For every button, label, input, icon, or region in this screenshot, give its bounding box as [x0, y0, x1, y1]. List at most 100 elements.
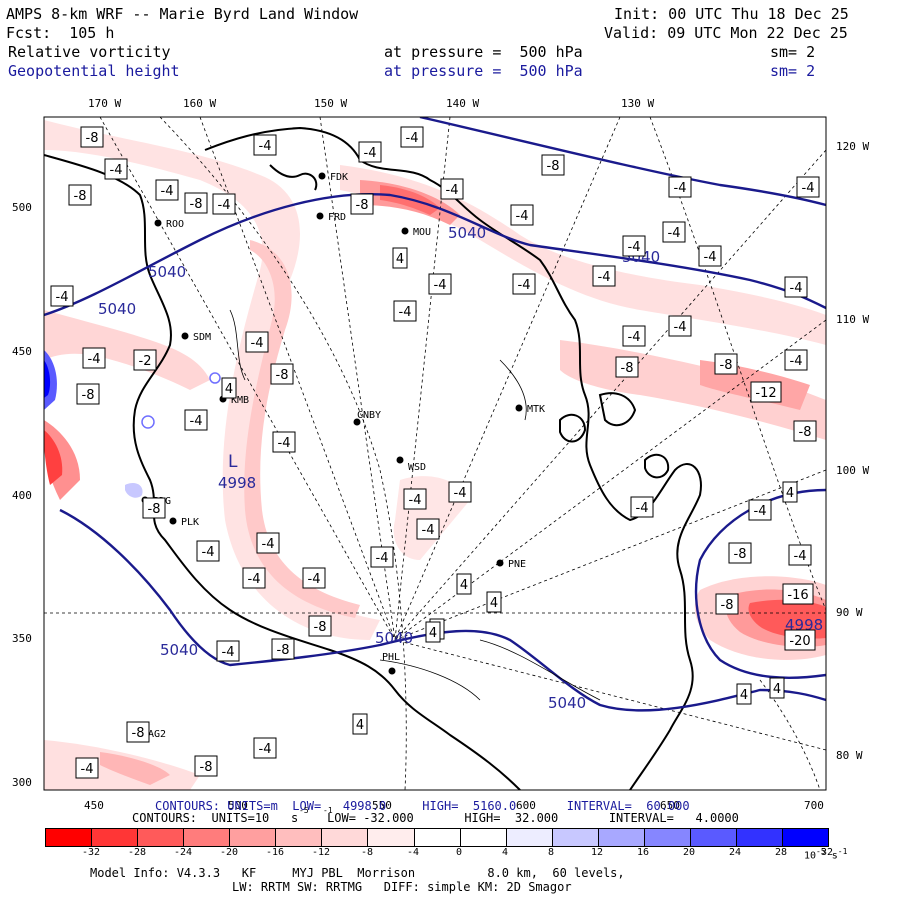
- svg-text:-4: -4: [802, 181, 815, 196]
- svg-text:4: 4: [490, 596, 498, 611]
- svg-text:-4: -4: [674, 181, 687, 196]
- height-label: 5040: [160, 641, 198, 659]
- vorticity-label: 4: [769, 677, 785, 699]
- svg-text:-4: -4: [278, 436, 291, 451]
- colorbar-tick: -4: [406, 847, 420, 858]
- vorticity-label: -8: [308, 615, 332, 637]
- valid-time: Valid: 09 UTC Mon 22 Dec 25: [604, 24, 848, 42]
- svg-text:-4: -4: [790, 354, 803, 369]
- vorticity-label: 4: [425, 621, 441, 643]
- top-lon-label: 140 W: [446, 97, 480, 110]
- colorbar-tick: 32: [820, 847, 834, 858]
- svg-text:FRD: FRD: [328, 212, 346, 223]
- svg-text:-4: -4: [56, 290, 69, 305]
- svg-text:-8: -8: [148, 502, 161, 517]
- svg-text:-4: -4: [518, 278, 531, 293]
- x-axis-label: 500: [228, 799, 248, 812]
- station-cnby: CNBY: [353, 410, 381, 426]
- svg-text:-8: -8: [200, 760, 213, 775]
- svg-text:-4: -4: [218, 198, 231, 213]
- vorticity-label: -4: [253, 737, 277, 759]
- svg-text:KMB: KMB: [231, 395, 249, 406]
- svg-text:-8: -8: [277, 643, 290, 658]
- svg-text:-8: -8: [799, 425, 812, 440]
- right-lon-label: 110 W: [836, 313, 870, 326]
- height-contour-info: CONTOURS: UNITS=m LOW= 4998.0 HIGH= 5160…: [155, 799, 690, 813]
- svg-text:-4: -4: [598, 270, 611, 285]
- vorticity-label: -4: [253, 134, 277, 156]
- svg-text:4: 4: [740, 688, 748, 703]
- x-axis-label: 550: [372, 799, 392, 812]
- colorbar-segment: [552, 829, 599, 846]
- model-info-line2: LW: RRTM SW: RRTMG DIFF: simple KM: 2D S…: [232, 880, 572, 894]
- svg-text:-4: -4: [516, 209, 529, 224]
- vorticity-label: -4: [196, 540, 220, 562]
- forecast-hour: Fcst: 105 h: [6, 24, 115, 42]
- svg-text:-4: -4: [434, 278, 447, 293]
- colorbar-segment: [690, 829, 737, 846]
- vorticity-label: -8: [194, 755, 218, 777]
- top-lon-label: 150 W: [314, 97, 348, 110]
- vorticity-label: -4: [630, 496, 654, 518]
- colorbar-segment: [230, 829, 277, 846]
- vorticity-label: -4: [668, 176, 692, 198]
- vorticity-label: -4: [510, 204, 534, 226]
- colorbar-segment: [506, 829, 553, 846]
- vorticity-label: -16: [782, 583, 814, 605]
- svg-text:-8: -8: [621, 361, 634, 376]
- svg-text:-4: -4: [790, 281, 803, 296]
- vorticity-label: -8: [714, 353, 738, 375]
- svg-text:-8: -8: [276, 368, 289, 383]
- vorticity-label: -8: [715, 593, 739, 615]
- vorticity-label: -2: [133, 349, 157, 371]
- svg-text:-4: -4: [422, 523, 435, 538]
- svg-text:-4: -4: [376, 551, 389, 566]
- height-label: 5040: [148, 263, 186, 281]
- vorticity-label: 4: [352, 713, 368, 735]
- vorticity-label: -4: [592, 265, 616, 287]
- vorticity-label: -8: [793, 420, 817, 442]
- svg-text:-8: -8: [356, 198, 369, 213]
- svg-text:-8: -8: [547, 159, 560, 174]
- vorticity-label: -4: [50, 285, 74, 307]
- vorticity-label: -4: [75, 757, 99, 779]
- station-phl: PHL: [382, 652, 400, 675]
- svg-text:-4: -4: [668, 226, 681, 241]
- colorbar-tick: 16: [636, 847, 650, 858]
- vorticity-label: 4: [456, 573, 472, 595]
- colorbar-tick: 12: [590, 847, 604, 858]
- vorticity-label: -8: [68, 184, 92, 206]
- field2-name: Geopotential height: [8, 62, 180, 80]
- right-lon-label: 90 W: [836, 606, 863, 619]
- colorbar-tick: -28: [127, 847, 147, 858]
- svg-text:PLK: PLK: [181, 517, 199, 528]
- colorbar-tick: 24: [728, 847, 742, 858]
- thin-contours: [229, 309, 601, 701]
- field2-level: at pressure = 500 hPa: [384, 62, 583, 80]
- svg-text:CNBY: CNBY: [357, 410, 381, 421]
- svg-text:-4: -4: [409, 493, 422, 508]
- svg-text:AG2: AG2: [148, 729, 166, 740]
- station-fdk: FDK: [318, 172, 348, 183]
- svg-text:4: 4: [429, 626, 437, 641]
- svg-text:-4: -4: [222, 645, 235, 660]
- svg-text:-4: -4: [161, 184, 174, 199]
- svg-text:-4: -4: [190, 414, 203, 429]
- vorticity-label: -4: [662, 221, 686, 243]
- vorticity-label: -4: [428, 273, 452, 295]
- vorticity-label: -4: [668, 315, 692, 337]
- svg-text:-4: -4: [308, 572, 321, 587]
- svg-text:MTK: MTK: [527, 404, 545, 415]
- vorticity-label: -4: [784, 349, 808, 371]
- svg-text:-4: -4: [794, 549, 807, 564]
- svg-text:-4: -4: [704, 250, 717, 265]
- vorticity-label: -4: [245, 331, 269, 353]
- svg-text:-4: -4: [454, 486, 467, 501]
- svg-text:PHL: PHL: [382, 652, 400, 663]
- svg-text:-8: -8: [721, 598, 734, 613]
- colorbar-segment: [46, 829, 93, 846]
- field1-level: at pressure = 500 hPa: [384, 43, 583, 61]
- vorticity-label: -8: [76, 383, 100, 405]
- vorticity-label: -8: [728, 542, 752, 564]
- y-axis-label: 450: [12, 345, 32, 358]
